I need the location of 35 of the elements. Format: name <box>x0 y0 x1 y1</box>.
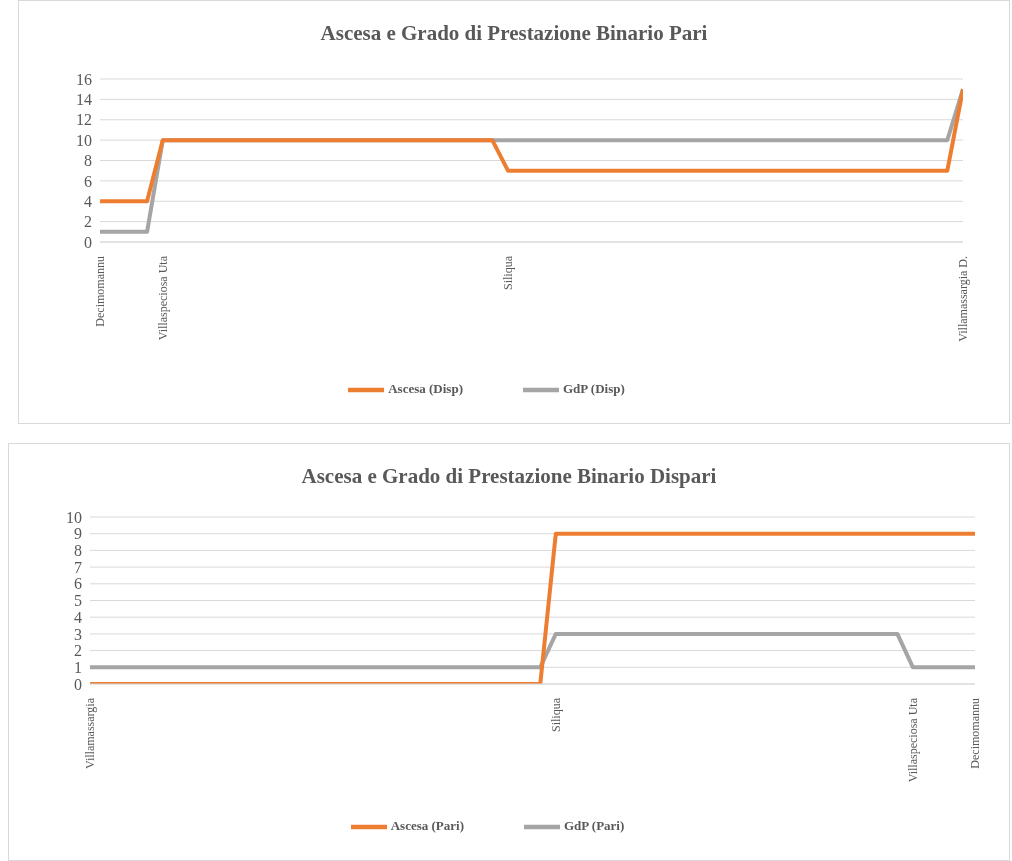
legend-label: GdP (Pari) <box>563 817 625 833</box>
y-tick-label: 4 <box>84 192 92 210</box>
x-tick-label: Villaspeciosa Uta <box>155 255 170 341</box>
y-tick-label: 5 <box>74 592 82 610</box>
chart-title: Ascesa e Grado di Prestazione Binario Dispari <box>300 464 718 489</box>
legend-label: Ascesa (Disp) <box>388 380 463 396</box>
y-tick-label: 8 <box>74 542 82 560</box>
y-tick-label: 10 <box>66 508 82 526</box>
y-tick-label: 4 <box>74 608 82 626</box>
y-tick-label: 7 <box>74 558 82 576</box>
y-tick-label: 6 <box>74 575 82 593</box>
x-tick-label: Decimomannu <box>93 256 107 327</box>
y-tick-label: 0 <box>74 675 82 693</box>
y-tick-label: 6 <box>84 172 92 190</box>
y-tick-label: 16 <box>76 70 92 88</box>
x-tick-label: Villamassargia <box>83 697 97 770</box>
legend-label: Ascesa (Pari) <box>390 817 464 833</box>
y-tick-label: 14 <box>76 91 92 109</box>
y-tick-label: 1 <box>74 658 82 676</box>
y-tick-label: 9 <box>74 525 82 543</box>
y-tick-label: 2 <box>74 642 82 660</box>
y-tick-label: 8 <box>84 152 92 170</box>
legend-label: GdP (Disp) <box>562 380 625 396</box>
x-tick-label: Siliqua <box>500 255 515 291</box>
y-tick-label: 0 <box>84 233 92 251</box>
chart-title: Ascesa e Grado di Prestazione Binario Pari <box>319 21 709 46</box>
x-tick-label: Villamassargia D. <box>956 256 970 342</box>
y-tick-label: 2 <box>84 213 92 231</box>
x-tick-label: Siliqua <box>548 697 563 733</box>
x-tick-label: Decimomannu <box>968 698 982 769</box>
x-tick-label: Villaspeciosa Uta <box>905 697 920 783</box>
y-tick-label: 10 <box>76 131 92 149</box>
y-tick-label: 12 <box>76 111 92 129</box>
y-tick-label: 3 <box>74 625 82 643</box>
line-series <box>100 87 963 204</box>
